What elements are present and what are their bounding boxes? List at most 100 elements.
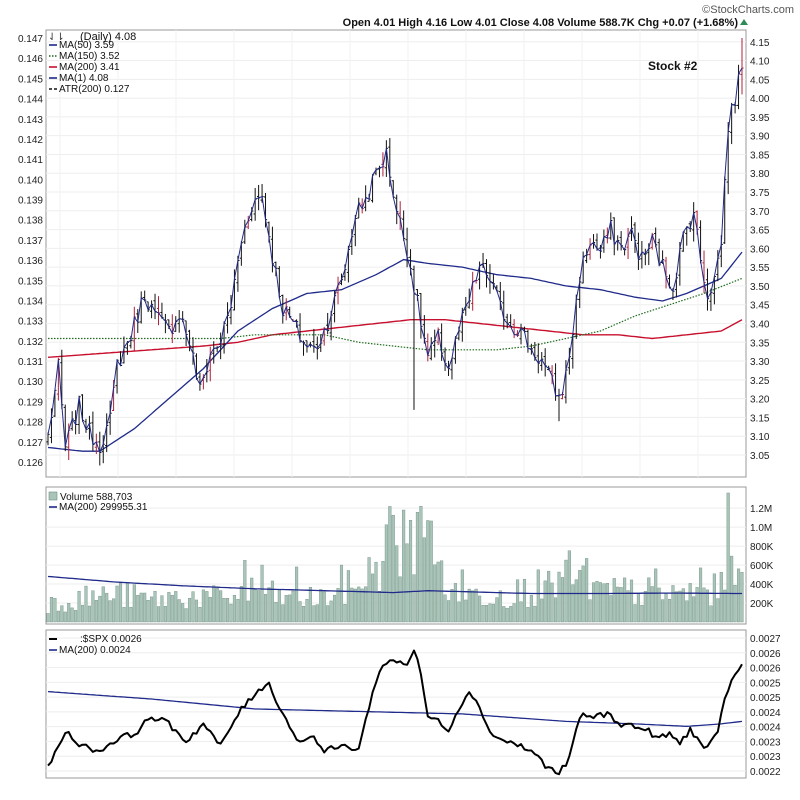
volume-bar <box>333 594 337 623</box>
watermark: ©StockCharts.com <box>702 4 794 16</box>
volume-bar <box>319 589 323 623</box>
volume-bar <box>205 591 209 623</box>
ratio-ma-legend-label: MA(200) 0.0024 <box>59 645 131 656</box>
volume-bar <box>232 595 236 623</box>
price-right-tick-label: 3.25 <box>750 376 770 387</box>
volume-bar <box>67 603 71 623</box>
volume-bar <box>353 588 357 623</box>
volume-bar <box>125 582 129 623</box>
price-right-tick-label: 3.95 <box>750 113 770 124</box>
volume-bar <box>360 588 364 623</box>
volume-bar <box>543 580 547 623</box>
volume-bar <box>733 584 737 623</box>
price-left-tick-label: 0.133 <box>18 317 43 328</box>
volume-tick-label: 1.2M <box>750 504 772 515</box>
volume-bar <box>129 606 133 623</box>
volume-bar <box>481 605 485 623</box>
volume-bar <box>377 591 382 623</box>
volume-bar <box>322 591 326 623</box>
volume-bar <box>315 604 319 623</box>
volume-bar <box>467 588 471 623</box>
price-left-tick-label: 0.128 <box>18 418 43 429</box>
ratio-path <box>47 649 743 776</box>
volume-bar <box>63 611 67 623</box>
volume-bar <box>415 512 419 623</box>
volume-bar <box>160 595 164 623</box>
price-left-tick-label: 0.135 <box>18 276 43 287</box>
ratio-tick-label: 0.0025 <box>750 693 781 704</box>
volume-bar <box>719 572 723 623</box>
price-left-tick-label: 0.145 <box>18 74 43 85</box>
ratio-right-axis: 0.0027 0.0026 0.0026 0.0025 0.0025 0.0024 0.00… <box>750 634 781 778</box>
price-left-tick-label: 0.138 <box>18 216 43 227</box>
volume-bar <box>246 600 250 623</box>
volume-bar <box>156 606 161 623</box>
volume-bar <box>122 607 126 623</box>
volume-bars <box>46 492 744 623</box>
daily-chart-icon: ⇃⇂ <box>48 32 65 43</box>
volume-bar <box>174 591 178 623</box>
volume-bar <box>598 582 602 623</box>
volume-bar <box>516 579 520 623</box>
price-left-tick-label: 0.132 <box>18 337 43 348</box>
volume-bar <box>578 570 582 623</box>
ratio-tick-label: 0.0022 <box>750 767 781 778</box>
ratio-tick-label: 0.0024 <box>750 723 781 734</box>
volume-bar <box>295 566 299 623</box>
volume-legend-swatch <box>48 491 58 501</box>
volume-bar <box>550 582 554 623</box>
volume-bar <box>643 591 647 623</box>
ratio-tick-label: 0.0026 <box>750 649 781 660</box>
volume-bar <box>188 597 192 623</box>
ratio-panel-frame <box>45 629 747 779</box>
volume-bar <box>391 514 395 623</box>
price-right-tick-label: 3.15 <box>750 413 770 424</box>
volume-bar <box>502 606 506 623</box>
volume-bar <box>388 506 392 623</box>
volume-bar <box>384 524 388 623</box>
legend-label: MA(150) 3.52 <box>59 51 120 62</box>
legend-label: MA(200) 3.41 <box>59 62 120 73</box>
price-gridlines <box>46 30 746 477</box>
volume-bar <box>281 604 285 623</box>
volume-bar <box>419 506 423 623</box>
volume-bar <box>371 573 375 623</box>
volume-bar <box>408 520 413 623</box>
volume-bar <box>402 509 406 623</box>
price-left-tick-label: 0.136 <box>18 256 43 267</box>
price-left-tick-label: 0.134 <box>18 296 43 307</box>
volume-bar <box>212 585 216 623</box>
volume-bar <box>457 601 461 623</box>
volume-bar <box>484 605 489 623</box>
volume-bar <box>692 596 696 623</box>
volume-bar <box>308 587 312 623</box>
volume-bar <box>194 599 199 623</box>
price-right-tick-label: 3.45 <box>750 301 770 312</box>
ma150-path <box>48 277 743 351</box>
volume-bar <box>98 595 102 623</box>
volume-bar <box>695 587 699 623</box>
price-left-tick-label: 0.143 <box>18 115 43 126</box>
volume-bar <box>357 586 361 623</box>
volume-bar <box>554 597 558 623</box>
volume-bar <box>605 583 609 623</box>
ratio-tick-label: 0.0027 <box>750 634 781 645</box>
volume-bar <box>433 564 437 623</box>
ratio-line <box>47 649 743 776</box>
volume-bar <box>602 583 606 623</box>
volume-bar <box>274 601 278 623</box>
price-right-tick-label: 3.35 <box>750 338 770 349</box>
volume-bar <box>208 596 212 623</box>
volume-bar <box>436 561 440 623</box>
volume-bar <box>647 577 651 623</box>
up-arrow-icon <box>740 19 748 25</box>
volume-ma-line <box>47 575 742 595</box>
volume-bar <box>184 608 188 623</box>
volume-bar <box>364 586 368 623</box>
volume-bar <box>291 590 295 623</box>
volume-bar <box>270 580 274 623</box>
ratio-tick-label: 0.0026 <box>750 664 781 675</box>
ratio-tick-label: 0.0024 <box>750 708 781 719</box>
